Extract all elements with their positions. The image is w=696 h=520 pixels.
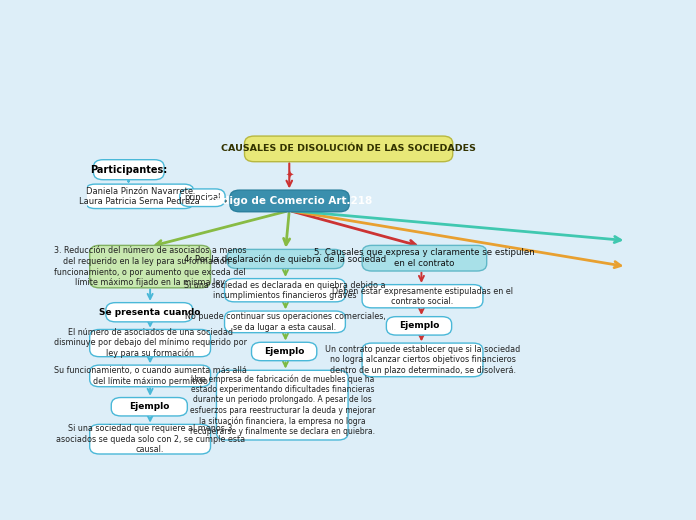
Text: Ejemplo: Ejemplo xyxy=(264,347,304,356)
Text: El número de asociados de una sociedad
disminuye por debajo del mínimo requerido: El número de asociados de una sociedad d… xyxy=(54,328,246,358)
FancyBboxPatch shape xyxy=(106,303,193,322)
Text: Un contrato puede establecer que si la sociedad
no logra alcanzar ciertos objeti: Un contrato puede establecer que si la s… xyxy=(325,345,520,375)
FancyBboxPatch shape xyxy=(362,343,483,376)
FancyBboxPatch shape xyxy=(362,245,487,271)
FancyBboxPatch shape xyxy=(93,160,164,180)
Text: Daniela Pinzón Navarrete
Laura Patricia Serna Pedraza: Daniela Pinzón Navarrete Laura Patricia … xyxy=(79,187,200,206)
Text: Código de Comercio Art.218: Código de Comercio Art.218 xyxy=(207,196,372,206)
Text: Su funcionamiento, o cuando aumenta más allá
del límite máximo permitido: Su funcionamiento, o cuando aumenta más … xyxy=(54,366,246,386)
FancyBboxPatch shape xyxy=(230,190,349,212)
Text: Si una sociedad que requiere al menos 3
asociados se queda solo con 2, se cumple: Si una sociedad que requiere al menos 3 … xyxy=(56,424,245,454)
FancyBboxPatch shape xyxy=(251,342,317,361)
Text: 5. Causales que expresa y claramente se estipulen
en el contrato: 5. Causales que expresa y claramente se … xyxy=(314,249,535,268)
Text: 3. Reducción del número de asociados a menos
del requerido en la ley para su for: 3. Reducción del número de asociados a m… xyxy=(54,246,246,287)
FancyBboxPatch shape xyxy=(386,317,452,335)
FancyBboxPatch shape xyxy=(227,250,344,269)
FancyBboxPatch shape xyxy=(90,365,210,387)
Text: No puede continuar sus operaciones comerciales,
se da lugar a esta causal.: No puede continuar sus operaciones comer… xyxy=(184,312,386,332)
Text: Si una sociedad es declarada en quiebra debido a
incumplimientos financieros gra: Si una sociedad es declarada en quiebra … xyxy=(184,280,386,300)
FancyBboxPatch shape xyxy=(90,245,210,288)
Text: CAUSALES DE DISOLUCIÓN DE LAS SOCIEDADES: CAUSALES DE DISOLUCIÓN DE LAS SOCIEDADES xyxy=(221,145,476,153)
Text: 4. Por la declaración de quiebra de la sociedad: 4. Por la declaración de quiebra de la s… xyxy=(184,254,386,264)
Text: principal: principal xyxy=(184,193,221,202)
FancyBboxPatch shape xyxy=(90,330,210,357)
FancyBboxPatch shape xyxy=(86,184,193,209)
FancyBboxPatch shape xyxy=(216,370,348,440)
FancyBboxPatch shape xyxy=(111,397,187,416)
FancyBboxPatch shape xyxy=(225,311,345,333)
Text: Deben estar expresamente estipuladas en el
contrato social.: Deben estar expresamente estipuladas en … xyxy=(332,287,513,306)
Text: Una empresa de fabricación de muebles que ha
estado experimentando dificultades : Una empresa de fabricación de muebles qu… xyxy=(189,374,375,436)
Text: Ejemplo: Ejemplo xyxy=(399,321,439,330)
Text: ✦: ✦ xyxy=(285,171,293,180)
FancyBboxPatch shape xyxy=(362,284,483,308)
Text: Participantes:: Participantes: xyxy=(90,165,168,175)
FancyBboxPatch shape xyxy=(225,279,345,302)
FancyBboxPatch shape xyxy=(244,136,452,162)
Text: Ejemplo: Ejemplo xyxy=(129,402,170,411)
Text: Se presenta cuando: Se presenta cuando xyxy=(99,308,200,317)
FancyBboxPatch shape xyxy=(180,189,225,206)
FancyBboxPatch shape xyxy=(90,424,210,454)
